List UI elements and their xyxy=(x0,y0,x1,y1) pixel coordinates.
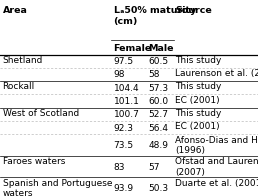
Text: 101.1: 101.1 xyxy=(114,97,139,106)
Text: 52.7: 52.7 xyxy=(148,110,168,119)
Text: Afonso-Dias and Hislop
(1996): Afonso-Dias and Hislop (1996) xyxy=(175,136,258,155)
Text: West of Scotland: West of Scotland xyxy=(3,109,79,118)
Text: 57: 57 xyxy=(148,163,160,172)
Text: Duarte et al. (2001): Duarte et al. (2001) xyxy=(175,179,258,188)
Text: Source: Source xyxy=(175,6,212,15)
Text: Shetland: Shetland xyxy=(3,56,43,65)
Text: 92.3: 92.3 xyxy=(114,124,134,133)
Text: 57.3: 57.3 xyxy=(148,84,168,93)
Text: 104.4: 104.4 xyxy=(114,84,139,93)
Text: Ofstad and Laurenson
(2007): Ofstad and Laurenson (2007) xyxy=(175,157,258,177)
Text: 50.3: 50.3 xyxy=(148,184,168,193)
Text: This study: This study xyxy=(175,109,222,118)
Text: Area: Area xyxy=(3,6,27,15)
Text: 73.5: 73.5 xyxy=(114,141,134,150)
Text: 48.9: 48.9 xyxy=(148,141,168,150)
Text: 83: 83 xyxy=(114,163,125,172)
Text: EC (2001): EC (2001) xyxy=(175,122,220,131)
Text: Rockall: Rockall xyxy=(3,82,35,91)
Text: Laurenson et al. (2001): Laurenson et al. (2001) xyxy=(175,69,258,78)
Text: This study: This study xyxy=(175,82,222,91)
Text: Faroes waters: Faroes waters xyxy=(3,157,65,166)
Text: 60.5: 60.5 xyxy=(148,57,168,66)
Text: 56.4: 56.4 xyxy=(148,124,168,133)
Text: EC (2001): EC (2001) xyxy=(175,96,220,105)
Text: Lₐ50% maturity
(cm): Lₐ50% maturity (cm) xyxy=(114,6,196,26)
Text: Female: Female xyxy=(114,44,152,53)
Text: Male: Male xyxy=(148,44,174,53)
Text: 60.0: 60.0 xyxy=(148,97,168,106)
Text: This study: This study xyxy=(175,56,222,65)
Text: 100.7: 100.7 xyxy=(114,110,139,119)
Text: 93.9: 93.9 xyxy=(114,184,134,193)
Text: Spanish and Portuguese
waters: Spanish and Portuguese waters xyxy=(3,179,112,196)
Text: 58: 58 xyxy=(148,70,160,79)
Text: 97.5: 97.5 xyxy=(114,57,134,66)
Text: 98: 98 xyxy=(114,70,125,79)
